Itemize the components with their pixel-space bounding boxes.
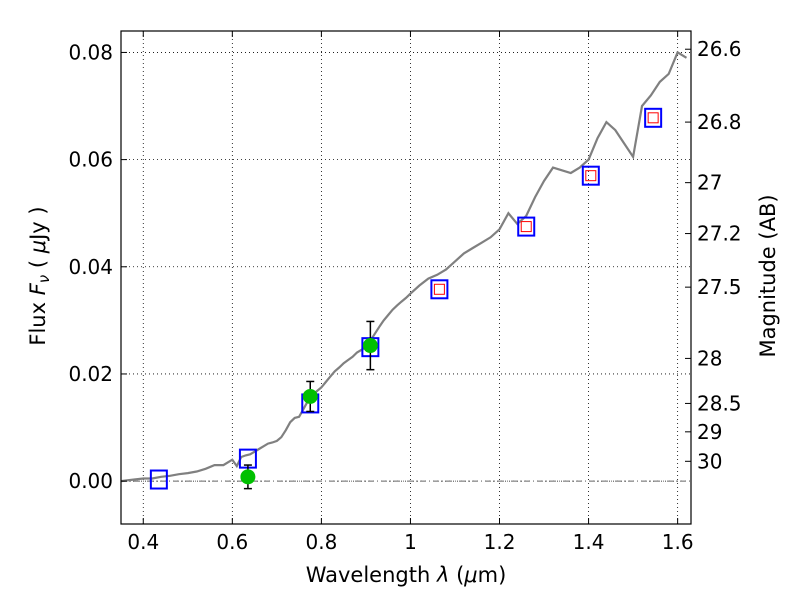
detection-point: [240, 469, 256, 485]
plot-frame: [120, 30, 692, 525]
y-axis-label-subscript: ν: [35, 275, 53, 283]
model-photometry-square: [517, 216, 536, 237]
x-axis-label-unit-mu: μ: [463, 563, 477, 587]
model-photometry-square: [149, 469, 168, 490]
y-axis-label-unit-mu: μ: [26, 240, 50, 254]
detection-point: [362, 338, 378, 354]
y2-tick-label: 28: [697, 346, 722, 370]
upper-limit-square: [647, 112, 659, 124]
y2-tick-label: 26.8: [697, 110, 742, 134]
upper-limit-square: [585, 170, 597, 182]
y-axis-label-symbol: F: [26, 282, 50, 295]
x-tick-label: 0.6: [216, 530, 248, 554]
model-photometry-square: [644, 107, 663, 128]
x-tick-label: 1.4: [573, 530, 605, 554]
y2-tick-label: 27: [697, 171, 722, 195]
y-tick-label: 0.06: [68, 148, 113, 172]
y-tick-label: 0.04: [68, 255, 113, 279]
y-tick-label: 0.02: [68, 362, 113, 386]
y2-tick-label: 27.5: [697, 275, 742, 299]
x-axis-label-symbol: λ: [436, 563, 449, 587]
axis-ticks: 0.4 0.6 0.8 1 1.2 1.4 1.6 0.00 0.02 0.04 0.06 0.08 2…: [68, 31, 742, 554]
y2-tick-label: 29: [697, 420, 722, 444]
y-tick-label: 0.00: [68, 469, 113, 493]
x-axis-label-unit-close: m): [478, 563, 507, 587]
upper-limit-square: [433, 283, 445, 295]
detection-point: [302, 388, 318, 404]
grid-lines: [121, 31, 691, 524]
y2-tick-label: 30: [697, 449, 722, 473]
x-tick-label: 1.6: [662, 530, 694, 554]
y-tick-label: 0.08: [68, 40, 113, 64]
y-axis-label-unit-open: (: [26, 253, 50, 275]
series-layer: [121, 50, 688, 490]
y-axis-label-prefix: Flux: [26, 295, 50, 345]
y-axis-label: Flux Fν ( μJy ): [26, 206, 53, 345]
model-photometry-square: [581, 165, 600, 186]
upper-limit-square: [520, 221, 532, 233]
x-axis-label-prefix: Wavelength: [306, 563, 437, 587]
y2-tick-label: 27.2: [697, 222, 742, 246]
y-axis-label-unit-close: Jy ): [26, 206, 50, 242]
model-photometry-square: [430, 279, 449, 300]
x-tick-label: 0.4: [127, 530, 159, 554]
x-axis-label: Wavelength λ (μm): [306, 563, 507, 587]
x-tick-label: 1: [404, 530, 417, 554]
y2-tick-label: 26.6: [697, 37, 742, 61]
y2-axis-label: Magnitude (AB): [756, 194, 780, 357]
x-tick-label: 1.2: [484, 530, 516, 554]
y2-tick-label: 28.5: [697, 391, 742, 415]
x-axis-label-unit-open: (: [449, 563, 464, 587]
x-tick-label: 0.8: [305, 530, 337, 554]
